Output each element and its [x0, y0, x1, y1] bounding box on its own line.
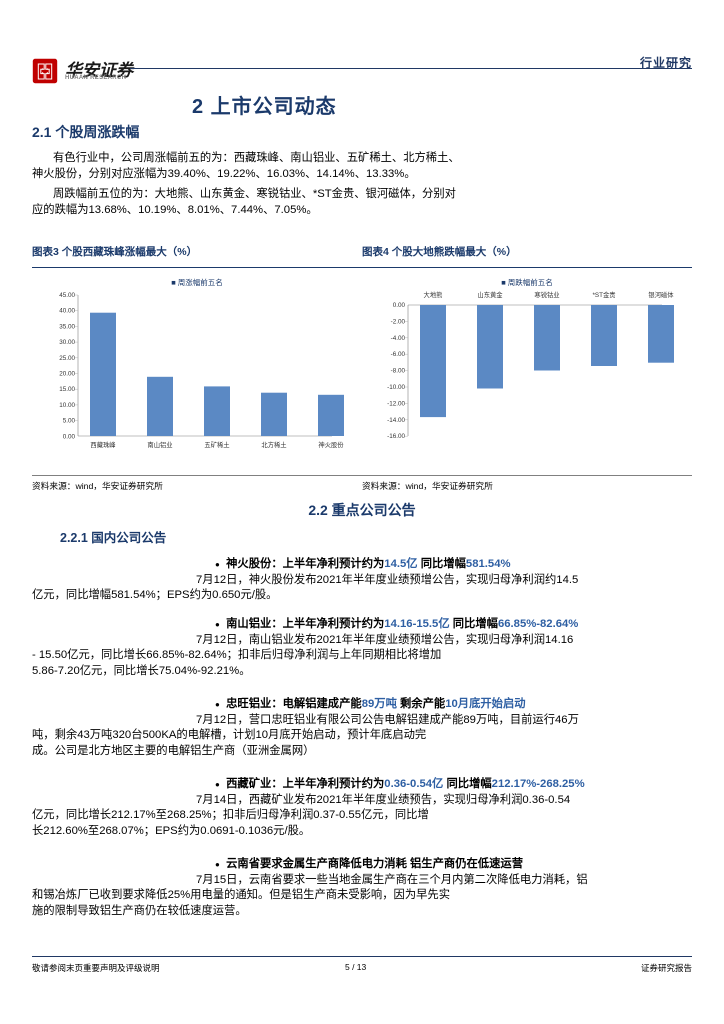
- svg-text:北方稀土: 北方稀土: [261, 440, 286, 449]
- svg-text:寒锐钴业: 寒锐钴业: [534, 290, 559, 299]
- svg-text:神火股份: 神火股份: [318, 440, 344, 449]
- svg-text:五矿稀土: 五矿稀土: [204, 440, 229, 449]
- svg-text:40.00: 40.00: [59, 308, 75, 315]
- svg-text:南山铝业: 南山铝业: [147, 440, 172, 449]
- svg-text:10.00: 10.00: [59, 402, 75, 409]
- svg-text:5.00: 5.00: [63, 418, 76, 425]
- svg-text:西藏珠峰: 西藏珠峰: [90, 440, 116, 449]
- svg-text:*ST金贵: *ST金贵: [592, 290, 615, 299]
- svg-text:■ 周涨幅前五名: ■ 周涨幅前五名: [171, 277, 223, 287]
- svg-text:-4.00: -4.00: [391, 335, 406, 342]
- svg-text:-12.00: -12.00: [387, 400, 405, 407]
- svg-text:0.00: 0.00: [63, 433, 76, 440]
- svg-text:■ 周跌幅前五名: ■ 周跌幅前五名: [501, 277, 553, 287]
- svg-text:35.00: 35.00: [59, 323, 75, 330]
- svg-text:-16.00: -16.00: [387, 433, 405, 440]
- svg-text:45.00: 45.00: [59, 292, 75, 299]
- svg-text:大地熊: 大地熊: [424, 290, 443, 299]
- svg-text:-2.00: -2.00: [391, 318, 406, 325]
- svg-text:15.00: 15.00: [59, 386, 75, 393]
- svg-text:山东黄金: 山东黄金: [477, 290, 503, 299]
- svg-text:0.00: 0.00: [393, 302, 406, 309]
- svg-text:25.00: 25.00: [59, 355, 75, 362]
- svg-text:银河磁体: 银河磁体: [648, 290, 674, 299]
- svg-text:20.00: 20.00: [59, 371, 75, 378]
- svg-text:-8.00: -8.00: [391, 368, 406, 375]
- svg-text:-10.00: -10.00: [387, 384, 405, 391]
- svg-text:30.00: 30.00: [59, 339, 75, 346]
- svg-text:-6.00: -6.00: [391, 351, 406, 358]
- svg-text:-14.00: -14.00: [387, 417, 405, 424]
